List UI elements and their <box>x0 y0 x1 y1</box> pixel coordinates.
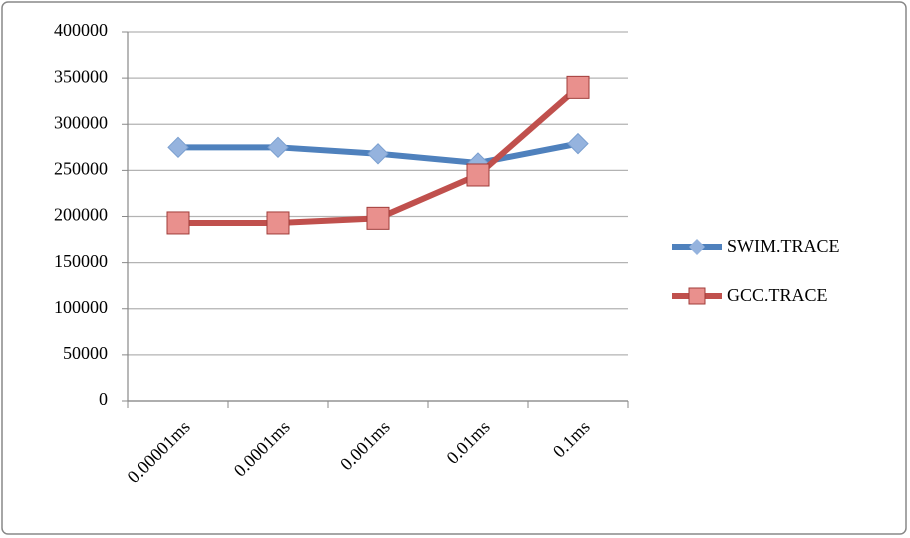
y-tick-label: 50000 <box>63 343 108 363</box>
legend-swatch-marker <box>689 239 705 255</box>
point-marker <box>567 132 589 155</box>
y-tick-label: 400000 <box>54 20 108 40</box>
point-marker <box>366 206 390 230</box>
y-tick-label: 150000 <box>54 251 108 271</box>
point-marker <box>267 136 289 159</box>
y-tick-label: 250000 <box>54 159 108 179</box>
point-marker <box>166 211 190 235</box>
y-tick-label: 300000 <box>54 112 108 132</box>
legend-swatch-marker <box>688 287 706 305</box>
y-tick-label: 100000 <box>54 297 108 317</box>
point-marker <box>367 143 389 165</box>
legend-label: GCC.TRACE <box>727 285 828 305</box>
y-tick-label: 350000 <box>54 66 108 86</box>
point-marker <box>566 75 590 99</box>
y-tick-label: 200000 <box>54 205 108 225</box>
point-marker <box>266 211 290 235</box>
y-tick-label: 0 <box>99 389 108 409</box>
point-marker <box>167 136 189 159</box>
legend-label: SWIM.TRACE <box>727 236 840 256</box>
point-marker <box>466 163 490 187</box>
